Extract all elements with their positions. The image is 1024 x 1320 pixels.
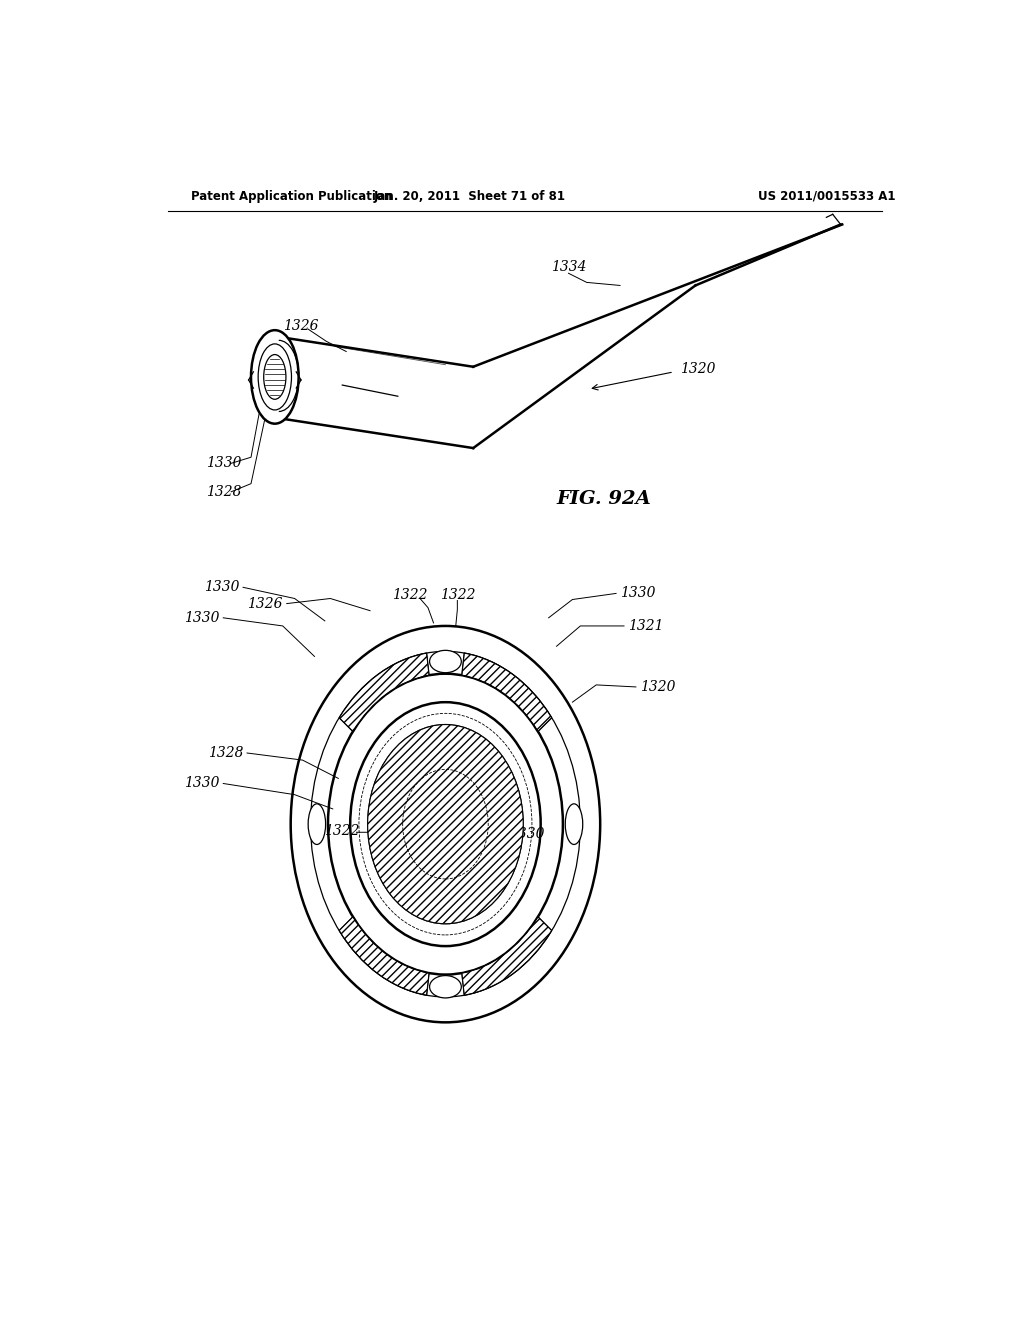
Text: 1321: 1321 bbox=[628, 619, 664, 634]
Text: 1326: 1326 bbox=[247, 597, 283, 611]
Wedge shape bbox=[339, 653, 429, 731]
Text: 1330: 1330 bbox=[206, 457, 242, 470]
Text: 1330: 1330 bbox=[204, 581, 240, 594]
Wedge shape bbox=[462, 653, 552, 731]
Text: 1320: 1320 bbox=[640, 680, 676, 694]
Text: 1322: 1322 bbox=[392, 589, 427, 602]
Text: 1322: 1322 bbox=[443, 834, 479, 849]
Text: 1330: 1330 bbox=[183, 776, 219, 791]
Text: 1330: 1330 bbox=[509, 828, 545, 841]
Circle shape bbox=[283, 615, 608, 1032]
Ellipse shape bbox=[258, 345, 292, 411]
Circle shape bbox=[368, 725, 523, 924]
Ellipse shape bbox=[251, 330, 299, 424]
Text: FIG. 92A: FIG. 92A bbox=[557, 490, 651, 508]
Text: US 2011/0015533 A1: US 2011/0015533 A1 bbox=[758, 190, 895, 202]
Text: 1330: 1330 bbox=[183, 611, 219, 624]
Text: 1320: 1320 bbox=[680, 362, 715, 376]
Ellipse shape bbox=[308, 804, 326, 845]
Ellipse shape bbox=[565, 804, 583, 845]
Text: 1322: 1322 bbox=[325, 824, 360, 838]
Wedge shape bbox=[462, 917, 552, 995]
Text: 1322: 1322 bbox=[439, 589, 475, 602]
Text: FIG. 92B: FIG. 92B bbox=[397, 886, 494, 904]
Ellipse shape bbox=[430, 975, 462, 998]
Wedge shape bbox=[339, 917, 429, 995]
Text: Jan. 20, 2011  Sheet 71 of 81: Jan. 20, 2011 Sheet 71 of 81 bbox=[373, 190, 565, 202]
Text: 1328: 1328 bbox=[206, 484, 242, 499]
Text: 1328: 1328 bbox=[208, 746, 243, 760]
Text: 1334: 1334 bbox=[551, 260, 586, 275]
Ellipse shape bbox=[430, 651, 462, 673]
Text: 1326: 1326 bbox=[283, 319, 318, 333]
Text: 1330: 1330 bbox=[620, 586, 655, 601]
Text: Patent Application Publication: Patent Application Publication bbox=[191, 190, 393, 202]
